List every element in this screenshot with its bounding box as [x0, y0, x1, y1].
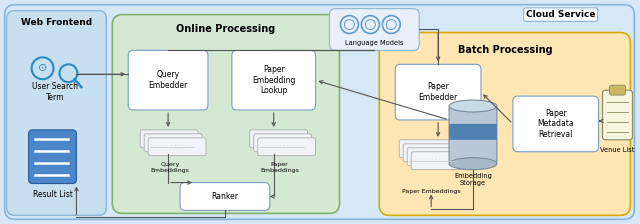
- FancyBboxPatch shape: [513, 96, 598, 152]
- FancyBboxPatch shape: [29, 130, 76, 183]
- FancyBboxPatch shape: [232, 50, 316, 110]
- FancyBboxPatch shape: [180, 183, 269, 210]
- FancyBboxPatch shape: [407, 148, 469, 166]
- FancyBboxPatch shape: [254, 134, 312, 152]
- Text: · · ·: · · ·: [280, 143, 289, 148]
- Ellipse shape: [449, 158, 497, 170]
- FancyBboxPatch shape: [449, 106, 497, 164]
- FancyBboxPatch shape: [112, 15, 339, 213]
- FancyBboxPatch shape: [399, 140, 461, 158]
- Text: Ranker: Ranker: [211, 192, 238, 201]
- Text: Paper
Metadata
Retrieval: Paper Metadata Retrieval: [538, 109, 574, 139]
- Text: Query
Embeddings: Query Embeddings: [150, 162, 189, 173]
- FancyBboxPatch shape: [258, 138, 316, 156]
- FancyBboxPatch shape: [609, 85, 625, 95]
- Text: Language Models: Language Models: [345, 40, 404, 46]
- FancyBboxPatch shape: [330, 9, 419, 50]
- FancyBboxPatch shape: [396, 64, 481, 120]
- FancyBboxPatch shape: [380, 32, 630, 215]
- FancyBboxPatch shape: [4, 5, 634, 219]
- Text: · · ·: · · ·: [432, 157, 440, 162]
- Text: User Search
Term: User Search Term: [33, 82, 79, 102]
- FancyBboxPatch shape: [403, 144, 465, 162]
- FancyBboxPatch shape: [6, 11, 106, 215]
- FancyBboxPatch shape: [412, 152, 473, 170]
- FancyBboxPatch shape: [140, 130, 198, 148]
- FancyBboxPatch shape: [148, 138, 206, 156]
- Text: Batch Processing: Batch Processing: [458, 45, 552, 55]
- Text: Paper
Embedder: Paper Embedder: [419, 82, 458, 102]
- Text: ⊙: ⊙: [38, 63, 47, 73]
- FancyBboxPatch shape: [128, 50, 208, 110]
- Ellipse shape: [449, 100, 497, 112]
- Text: Venue List: Venue List: [600, 147, 635, 153]
- Text: Embedding
Storage: Embedding Storage: [454, 173, 492, 186]
- Text: Query
Embedder: Query Embedder: [148, 71, 188, 90]
- FancyBboxPatch shape: [449, 124, 497, 140]
- FancyBboxPatch shape: [602, 90, 632, 140]
- Text: Result List: Result List: [33, 190, 72, 199]
- FancyBboxPatch shape: [144, 134, 202, 152]
- FancyBboxPatch shape: [250, 130, 308, 148]
- Text: Online Processing: Online Processing: [176, 24, 275, 34]
- Text: Paper
Embedding
Lookup: Paper Embedding Lookup: [252, 65, 296, 95]
- Text: Web Frontend: Web Frontend: [21, 18, 92, 27]
- Text: Cloud Service: Cloud Service: [526, 10, 595, 19]
- Text: · · ·: · · ·: [171, 143, 179, 148]
- Text: Paper Embeddings: Paper Embeddings: [402, 189, 460, 194]
- Text: Paper
Embeddings: Paper Embeddings: [260, 162, 299, 173]
